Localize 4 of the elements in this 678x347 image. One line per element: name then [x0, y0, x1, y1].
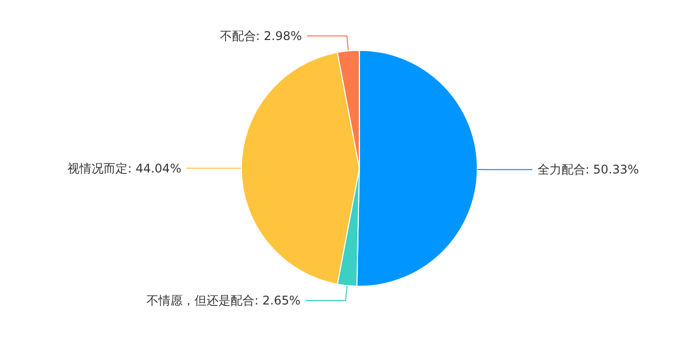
slice-label: 全力配合: 50.33% — [537, 162, 639, 177]
slice-label: 不情愿，但还是配合: 2.65% — [146, 294, 301, 308]
slice-label: 不配合: 2.98% — [220, 28, 302, 43]
slice-label: 视情况而定: 44.04% — [68, 161, 182, 176]
